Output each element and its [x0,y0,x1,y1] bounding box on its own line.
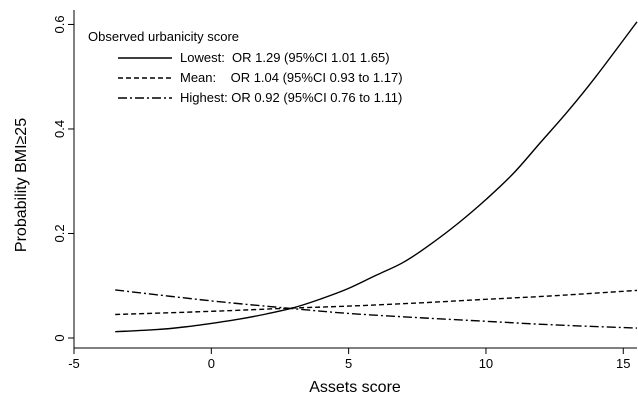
x-tick-label: 5 [345,356,352,371]
y-axis-title: Probability BMI≥25 [13,118,30,252]
series-line-dashed [115,289,638,316]
series-group [115,21,638,333]
legend-title: Observed urbanicity score [88,29,239,44]
y-tick-label: 0.4 [52,120,67,138]
y-ticks: 0 0.2 0.4 0.6 [52,15,74,342]
series-line-solid [115,21,638,333]
legend: Observed urbanicity score Lowest: OR 1.2… [88,29,403,105]
y-tick-label: 0.2 [52,224,67,242]
legend-entry-label: Highest: OR 0.92 (95%CI 0.76 to 1.11) [180,90,402,105]
x-tick-label: 15 [616,356,630,371]
x-ticks: -5 0 5 10 15 [68,348,631,371]
legend-entries: Lowest: OR 1.29 (95%CI 1.01 1.65) Mean: O… [118,50,403,105]
y-tick-label: 0.6 [52,15,67,33]
x-tick-label: -5 [68,356,80,371]
x-tick-label: 10 [479,356,493,371]
y-tick-label: 0 [52,334,67,341]
x-axis-title: Assets score [309,379,401,396]
legend-entry-label: Lowest: OR 1.29 (95%CI 1.01 1.65) [180,50,390,65]
legend-entry-label: Mean: OR 1.04 (95%CI 0.93 to 1.17) [180,70,403,85]
x-tick-label: 0 [208,356,215,371]
series-line-dashdot [115,289,638,329]
axes [73,10,637,349]
